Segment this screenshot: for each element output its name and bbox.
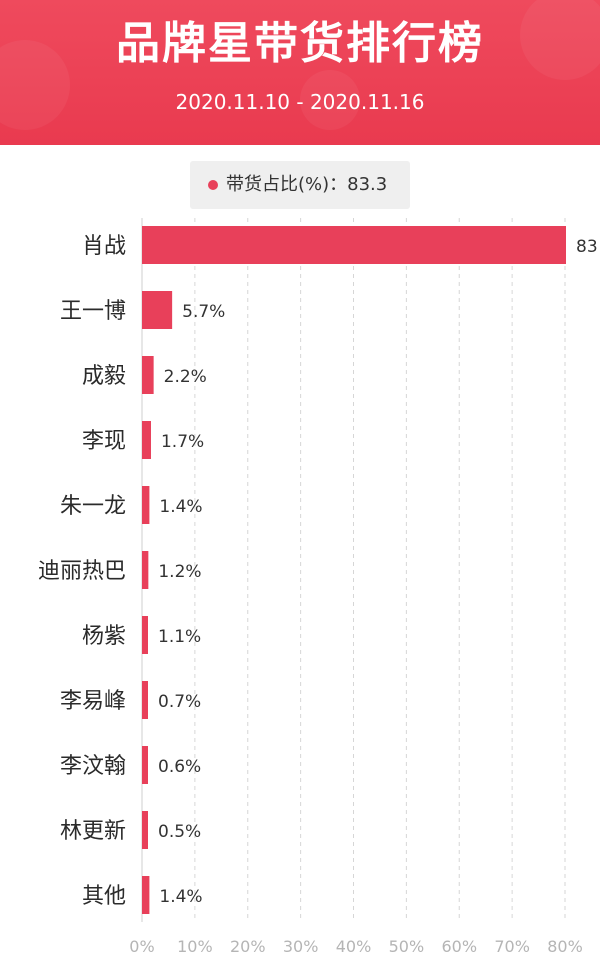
x-tick-label: 80% bbox=[547, 937, 583, 956]
bar bbox=[142, 681, 148, 719]
bar bbox=[142, 876, 150, 914]
decorative-circle bbox=[520, 0, 600, 80]
data-label: 1.4% bbox=[159, 887, 202, 907]
bar bbox=[142, 746, 148, 784]
category-label: 其他 bbox=[82, 884, 126, 909]
chart-legend: 带货占比(%)：83.3 bbox=[190, 161, 410, 209]
bar bbox=[142, 421, 151, 459]
category-label: 李易峰 bbox=[60, 689, 126, 714]
legend-marker bbox=[208, 180, 218, 190]
x-tick-label: 30% bbox=[283, 937, 319, 956]
bar bbox=[142, 486, 150, 524]
bar bbox=[142, 291, 173, 329]
category-label: 李汶翰 bbox=[60, 754, 126, 779]
bar bbox=[142, 356, 154, 394]
category-label: 迪丽热巴 bbox=[38, 559, 126, 584]
category-label: 王一博 bbox=[60, 299, 126, 324]
category-label: 杨紫 bbox=[82, 624, 126, 649]
x-tick-label: 0% bbox=[129, 937, 154, 956]
data-label: 0.6% bbox=[158, 757, 201, 777]
data-label: 1.7% bbox=[161, 432, 204, 452]
header-banner: 品牌星带货排行榜 2020.11.10 - 2020.11.16 bbox=[0, 0, 600, 145]
page-title: 品牌星带货排行榜 bbox=[116, 18, 484, 69]
bar bbox=[142, 226, 566, 264]
data-label: 5.7% bbox=[182, 302, 225, 322]
data-label: 0.5% bbox=[158, 822, 201, 842]
data-label: 1.4% bbox=[159, 497, 202, 517]
x-tick-label: 20% bbox=[230, 937, 266, 956]
decorative-circle bbox=[0, 40, 70, 130]
category-label: 李现 bbox=[82, 429, 126, 454]
data-label: 1.2% bbox=[158, 562, 201, 582]
x-tick-label: 10% bbox=[177, 937, 213, 956]
data-label: 83 bbox=[576, 237, 598, 257]
category-label: 肖战 bbox=[82, 234, 126, 259]
bar bbox=[142, 551, 149, 589]
data-label: 1.1% bbox=[158, 627, 201, 647]
data-label: 2.2% bbox=[164, 367, 207, 387]
category-label: 成毅 bbox=[82, 364, 126, 389]
category-label: 朱一龙 bbox=[60, 494, 126, 519]
legend-label: 带货占比(%)：83.3 bbox=[226, 174, 388, 195]
data-label: 0.7% bbox=[158, 692, 201, 712]
x-tick-label: 60% bbox=[441, 937, 477, 956]
x-tick-label: 40% bbox=[336, 937, 372, 956]
category-label: 林更新 bbox=[60, 819, 126, 844]
x-tick-label: 50% bbox=[389, 937, 425, 956]
bar bbox=[142, 616, 148, 654]
date-range: 2020.11.10 - 2020.11.16 bbox=[175, 90, 425, 114]
decorative-circle bbox=[300, 70, 360, 130]
bar bbox=[142, 811, 148, 849]
x-tick-label: 70% bbox=[494, 937, 530, 956]
